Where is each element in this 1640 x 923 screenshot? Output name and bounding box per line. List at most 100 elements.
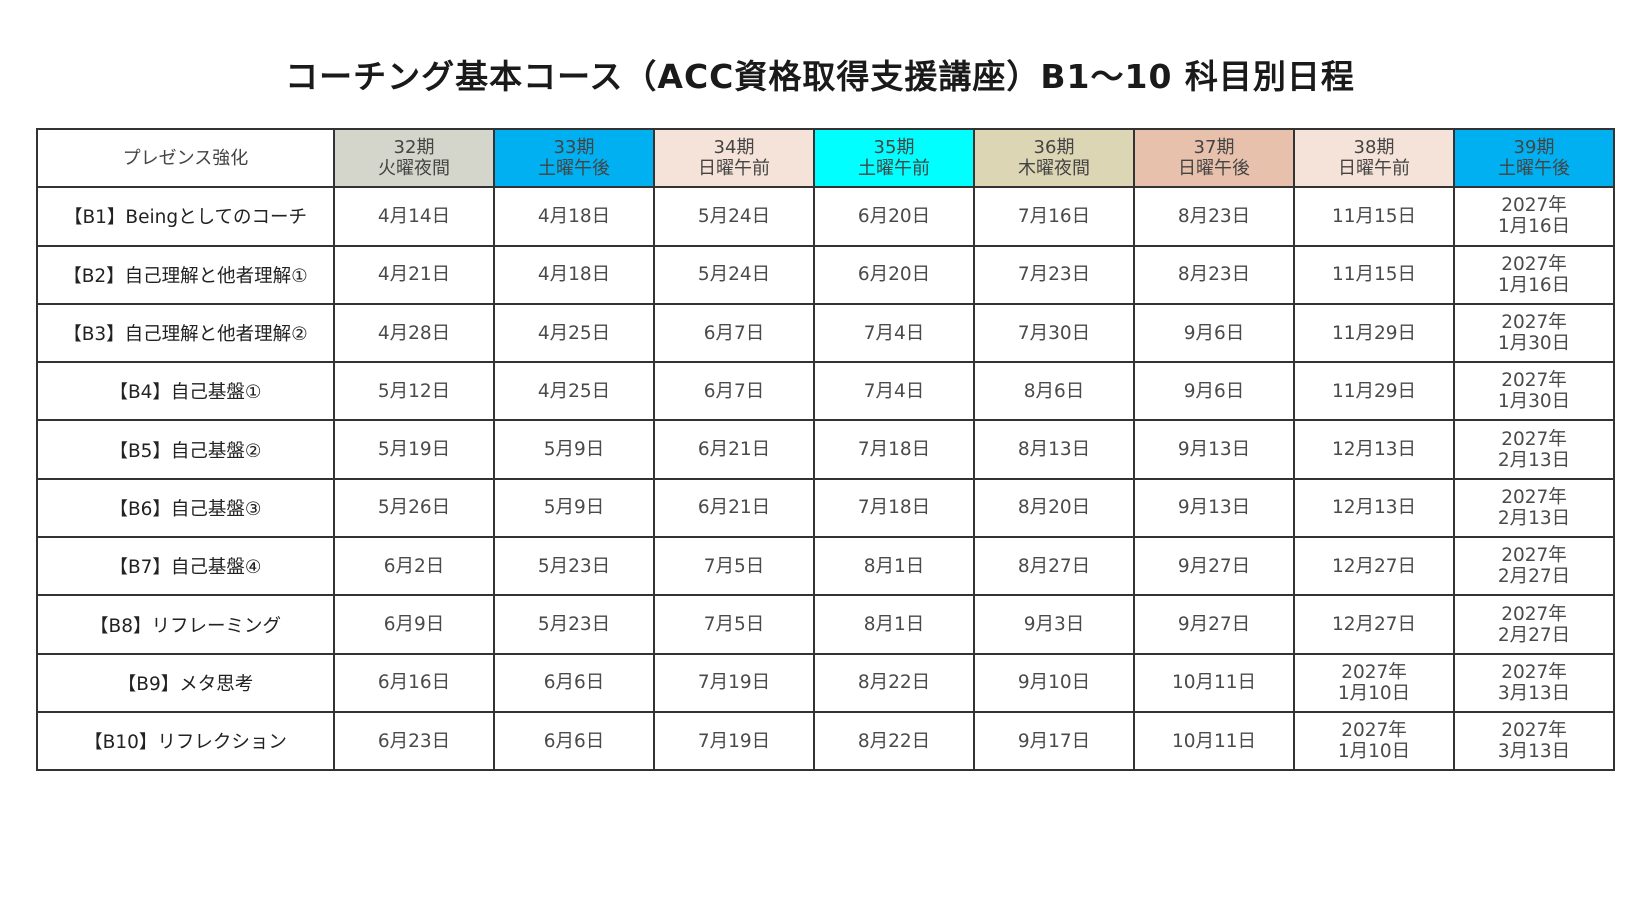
date-cell: 8月20日 <box>973 477 1135 539</box>
date-value: 7月19日 <box>697 672 771 694</box>
date-cell: 10月11日 <box>1133 652 1295 713</box>
date-value: 1月16日 <box>1497 274 1571 296</box>
date-value: 6月9日 <box>383 614 445 636</box>
cohort-header: 34期 日曜午前 <box>653 127 815 189</box>
date-cell: 10月11日 <box>1133 710 1295 772</box>
date-cell: 11月29日 <box>1293 361 1455 422</box>
subject-cell: 【B10】リフレクション <box>36 710 335 772</box>
date-value: 4月25日 <box>537 322 611 344</box>
date-year: 2027年 <box>1341 720 1407 742</box>
subject-cell: 【B3】自己理解と他者理解② <box>36 302 335 364</box>
date-value: 5月12日 <box>377 380 451 402</box>
date-cell: 2027年 2月13日 <box>1453 419 1615 480</box>
date-year: 2027年 <box>1501 370 1567 392</box>
date-cell: 2027年 2月27日 <box>1453 594 1615 655</box>
date-cell: 6月7日 <box>653 361 815 422</box>
cohort-slot: 火曜夜間 <box>378 158 450 180</box>
date-value: 9月17日 <box>1017 730 1091 752</box>
cohort-header: 36期 木曜夜間 <box>973 127 1135 189</box>
date-cell: 6月6日 <box>493 710 655 772</box>
date-cell: 5月23日 <box>493 536 655 597</box>
date-year: 2027年 <box>1501 253 1567 275</box>
date-value: 11月29日 <box>1331 322 1417 344</box>
table-row: 【B9】メタ思考 6月16日 6月6日 7月19日 8月22日 9月10日 10月11日 20… <box>36 652 1615 713</box>
date-value: 5月24日 <box>697 264 771 286</box>
date-value: 11月15日 <box>1331 205 1417 227</box>
date-value: 4月18日 <box>537 264 611 286</box>
date-cell: 6月23日 <box>333 710 495 772</box>
cohort-header: 35期 土曜午前 <box>813 127 975 189</box>
date-cell: 9月6日 <box>1133 302 1295 364</box>
cohort-header: 33期 土曜午後 <box>493 127 655 189</box>
date-value: 8月23日 <box>1177 264 1251 286</box>
date-value: 8月27日 <box>1017 555 1091 577</box>
date-value: 3月13日 <box>1497 682 1571 704</box>
date-cell: 7月4日 <box>813 361 975 422</box>
date-cell: 8月23日 <box>1133 244 1295 305</box>
date-value: 6月21日 <box>697 497 771 519</box>
date-value: 6月16日 <box>377 672 451 694</box>
date-value: 2月27日 <box>1497 624 1571 646</box>
date-cell: 5月12日 <box>333 361 495 422</box>
date-cell: 7月16日 <box>973 186 1135 247</box>
date-cell: 7月18日 <box>813 477 975 539</box>
date-value: 2月27日 <box>1497 566 1571 588</box>
date-cell: 7月5日 <box>653 594 815 655</box>
date-cell: 7月30日 <box>973 302 1135 364</box>
date-cell: 8月22日 <box>813 710 975 772</box>
date-value: 8月23日 <box>1177 205 1251 227</box>
date-cell: 2027年 1月30日 <box>1453 361 1615 422</box>
schedule-table: プレゼンス強化 32期 火曜夜間 33期 土曜午後 34期 日曜午前 35期 土… <box>36 127 1615 772</box>
corner-label: プレゼンス強化 <box>36 127 335 189</box>
date-value: 6月23日 <box>377 730 451 752</box>
date-cell: 2027年 2月13日 <box>1453 477 1615 539</box>
date-value: 12月27日 <box>1331 614 1417 636</box>
cohort-header: 32期 火曜夜間 <box>333 127 495 189</box>
date-value: 4月28日 <box>377 322 451 344</box>
date-cell: 9月3日 <box>973 594 1135 655</box>
date-value: 8月22日 <box>857 672 931 694</box>
date-cell: 11月15日 <box>1293 244 1455 305</box>
date-cell: 4月28日 <box>333 302 495 364</box>
date-value: 5月24日 <box>697 205 771 227</box>
date-value: 8月20日 <box>1017 497 1091 519</box>
date-value: 4月21日 <box>377 264 451 286</box>
date-cell: 2027年 1月16日 <box>1453 186 1615 247</box>
date-value: 5月9日 <box>543 439 605 461</box>
cohort-header: 39期 土曜午後 <box>1453 127 1615 189</box>
table-row: 【B6】自己基盤③ 5月26日 5月9日 6月21日 7月18日 8月20日 9月13日 12… <box>36 477 1615 539</box>
subject-cell: 【B4】自己基盤① <box>36 361 335 422</box>
date-cell: 8月27日 <box>973 536 1135 597</box>
table-row: 【B2】自己理解と他者理解① 4月21日 4月18日 5月24日 6月20日 7月23日 8… <box>36 244 1615 305</box>
cohort-period: 38期 <box>1353 137 1395 159</box>
date-value: 7月5日 <box>703 614 765 636</box>
date-cell: 2027年 1月30日 <box>1453 302 1615 364</box>
cohort-slot: 日曜午後 <box>1178 158 1250 180</box>
table-row: 【B10】リフレクション 6月23日 6月6日 7月19日 8月22日 9月17日 10月1… <box>36 710 1615 772</box>
date-year: 2027年 <box>1341 661 1407 683</box>
date-value: 8月6日 <box>1023 380 1085 402</box>
date-cell: 4月25日 <box>493 302 655 364</box>
date-value: 9月10日 <box>1017 672 1091 694</box>
date-value: 6月6日 <box>543 672 605 694</box>
date-value: 9月6日 <box>1183 322 1245 344</box>
date-cell: 12月27日 <box>1293 536 1455 597</box>
date-value: 7月18日 <box>857 439 931 461</box>
date-value: 1月30日 <box>1497 391 1571 413</box>
table-row: 【B1】Beingとしてのコーチ 4月14日 4月18日 5月24日 6月20日 7月16… <box>36 186 1615 247</box>
table-row: 【B5】自己基盤② 5月19日 5月9日 6月21日 7月18日 8月13日 9月13日 12… <box>36 419 1615 480</box>
date-cell: 9月13日 <box>1133 419 1295 480</box>
date-value: 1月10日 <box>1337 682 1411 704</box>
date-value: 3月13日 <box>1497 741 1571 763</box>
date-year: 2027年 <box>1501 720 1567 742</box>
cohort-period: 39期 <box>1513 137 1555 159</box>
date-year: 2027年 <box>1501 312 1567 334</box>
subject-cell: 【B9】メタ思考 <box>36 652 335 713</box>
date-cell: 5月9日 <box>493 419 655 480</box>
date-value: 7月19日 <box>697 730 771 752</box>
date-cell: 6月21日 <box>653 477 815 539</box>
date-cell: 6月6日 <box>493 652 655 713</box>
cohort-period: 36期 <box>1033 137 1075 159</box>
date-value: 9月6日 <box>1183 380 1245 402</box>
date-year: 2027年 <box>1501 545 1567 567</box>
